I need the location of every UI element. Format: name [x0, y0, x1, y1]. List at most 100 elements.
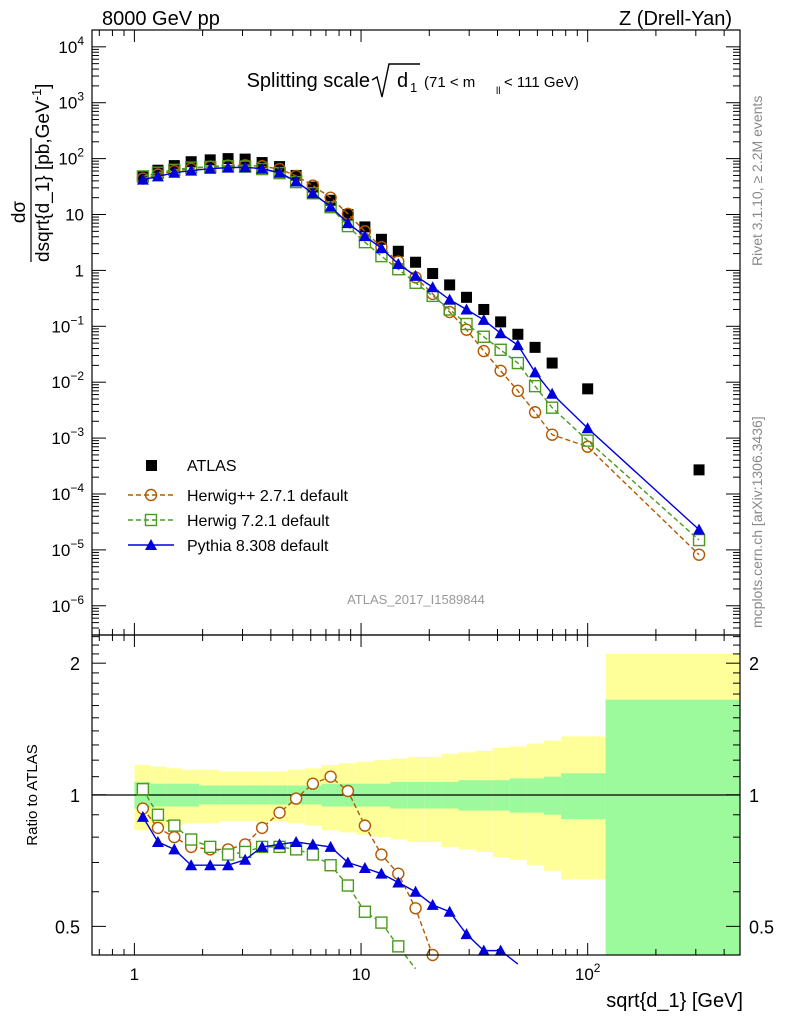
herwig7-point — [545, 401, 559, 414]
ratio-herwig7-point — [341, 879, 355, 892]
ratio-y-tick-label-right: 0.5 — [749, 917, 774, 937]
atlas-data-point — [392, 245, 404, 257]
ratio-herwigpp-point — [168, 830, 181, 844]
atlas-data-point — [307, 181, 319, 193]
chart-title-range-post: < 111 GeV) — [504, 74, 579, 91]
main-y-tick-label-exponent: −5 — [70, 537, 84, 551]
herwigpp-point — [528, 406, 542, 419]
main-y-tick-label: 10−1 — [51, 313, 84, 336]
main-y-tick-label: 102 — [58, 146, 84, 169]
ratio-herwigpp-point — [289, 792, 303, 805]
x-tick-label: 1 — [130, 965, 139, 984]
ratio-y-tick-label-right: 1 — [749, 786, 759, 806]
herwigpp-point — [477, 344, 490, 358]
herwigpp-point — [511, 384, 525, 398]
main-y-tick-label-base: 10 — [51, 597, 70, 616]
ratio-herwigpp-point — [151, 821, 165, 835]
main-y-tick-label: 1 — [75, 261, 84, 280]
main-y-label-bottom: dsqrt{d_1} [pb,GeV-1] — [29, 84, 54, 262]
pythia-point — [693, 523, 706, 535]
legend-atlas-label: ATLAS — [187, 458, 237, 475]
main-y-tick-label-exponent: 3 — [77, 90, 84, 104]
herwig7-point — [460, 317, 473, 331]
atlas-data-point — [375, 233, 387, 245]
ratio-herwig7-point — [306, 848, 320, 861]
ratio-pythia-point — [306, 838, 319, 850]
ratio-pythia-point — [256, 840, 269, 852]
atlas-data-point — [529, 341, 541, 353]
ratio-pythia-point — [341, 856, 354, 868]
main-y-tick-label-base: 10 — [65, 206, 84, 225]
pythia-point — [168, 166, 181, 178]
atlas-data-point — [274, 161, 286, 173]
ratio-herwigpp-point — [273, 806, 286, 819]
pythia-point — [511, 339, 524, 351]
ratio-pythia-point — [204, 859, 217, 871]
analysis-watermark: ATLAS_2017_I1589844 — [347, 592, 485, 607]
ratio-pythia-point — [290, 835, 303, 847]
chart-title: Splitting scale d 1 (71 < m ll < 111 GeV… — [247, 63, 579, 98]
main-y-tick-label-base: 1 — [75, 261, 84, 280]
ratio-pythia-point — [358, 861, 371, 873]
main-y-label: dσ dsqrt{d_1} [pb,GeV-1] — [9, 84, 54, 262]
main-y-tick-label-exponent: −1 — [70, 313, 84, 327]
main-y-tick-label-exponent: −2 — [70, 369, 84, 383]
pythia-point — [477, 313, 490, 325]
main-y-tick-label-base: 10 — [58, 150, 77, 169]
ratio-herwig7-point — [151, 808, 165, 821]
chart-title-range-pre: (71 < m — [424, 74, 475, 91]
main-y-tick-label-exponent: 4 — [77, 34, 84, 48]
ratio-y-label: Ratio to ATLAS — [24, 744, 41, 845]
main-y-tick-label: 10 — [65, 206, 84, 225]
pythia-point — [222, 161, 235, 173]
ratio-pythia-point — [392, 876, 405, 888]
pythia-point — [256, 162, 269, 174]
ratio-band-stat — [605, 699, 740, 955]
main-y-label-bottom-text: dsqrt{d_1} [pb,GeV — [33, 100, 54, 262]
ratio-y-tick-label: 0.5 — [55, 917, 80, 937]
ratio-herwigpp-point — [255, 821, 269, 835]
pythia-point — [529, 366, 542, 378]
atlas-data-point — [582, 383, 594, 395]
ratio-pythia-point — [375, 867, 388, 879]
ratio-pythia-point — [222, 859, 235, 871]
atlas-data-point — [342, 209, 354, 221]
main-y-label-top: dσ — [9, 201, 30, 224]
ratio-pythia-point — [477, 944, 490, 956]
herwigpp-point — [692, 548, 706, 561]
ratio-herwigpp-point — [306, 777, 320, 790]
pythia-point — [136, 173, 149, 185]
main-y-tick-label-base: 10 — [58, 94, 77, 113]
legend-herwig7-marker — [144, 513, 158, 527]
ratio-herwig7-point — [358, 905, 372, 918]
atlas-data-point — [325, 194, 337, 206]
pythia-point — [443, 293, 456, 305]
chart-title-sqrt: d — [397, 70, 408, 92]
ratio-herwig7-point — [184, 833, 198, 846]
ratio-herwigpp-point — [341, 784, 355, 798]
ratio-band-stat — [544, 776, 562, 815]
ratio-pythia-point — [409, 885, 422, 897]
pythia-point — [375, 242, 388, 254]
atlas-data-point — [478, 303, 490, 315]
herwig7-point — [477, 330, 490, 343]
atlas-data-point — [204, 154, 216, 166]
ratio-herwig7-point — [392, 940, 405, 953]
ratio-pythia-point — [136, 810, 149, 822]
atlas-data-point — [256, 157, 268, 169]
main-y-tick-label-base: 10 — [51, 317, 70, 336]
pythia-point — [426, 281, 439, 293]
ratio-y-tick-label: 1 — [70, 786, 80, 806]
atlas-data-point — [495, 316, 507, 328]
ratio-herwigpp-point — [375, 848, 388, 861]
ratio-herwigpp-point — [324, 770, 337, 783]
main-y-tick-label-base: 10 — [58, 38, 77, 57]
legend-pythia-marker — [145, 539, 157, 550]
pythia-point — [392, 258, 405, 270]
legend-herwig7-label: Herwig 7.2.1 default — [187, 513, 330, 530]
main-y-tick-label: 103 — [58, 90, 84, 113]
main-x-ticks — [98, 30, 725, 635]
pythia-point — [306, 187, 319, 199]
ratio-herwig7-point — [168, 819, 181, 832]
